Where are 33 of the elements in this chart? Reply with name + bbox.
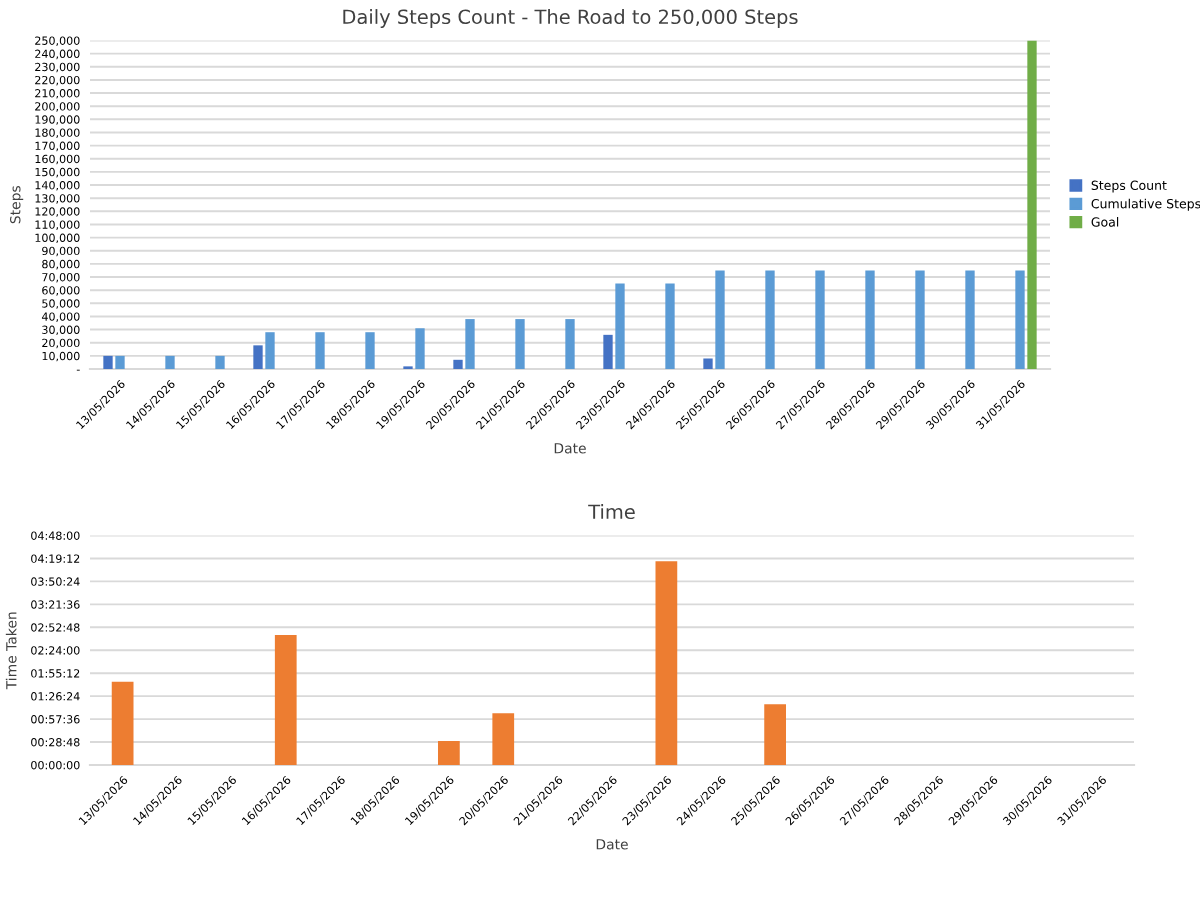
- bar: [815, 270, 825, 369]
- bar: [253, 345, 263, 369]
- bar: [615, 283, 625, 369]
- bar: [703, 358, 713, 369]
- bar: [965, 270, 975, 369]
- bar: [765, 270, 775, 369]
- bar: [115, 355, 125, 369]
- bar: [764, 704, 786, 765]
- bar: [915, 270, 925, 369]
- bar: [1027, 40, 1037, 369]
- bar: [655, 561, 678, 765]
- bar: [438, 741, 460, 765]
- chart-title: Time: [588, 504, 635, 520]
- bar: [315, 332, 325, 369]
- bar: [565, 319, 575, 369]
- bar: [515, 319, 525, 369]
- bar: [165, 355, 175, 369]
- bar: [103, 355, 113, 369]
- bar: [274, 634, 297, 765]
- bar: [265, 332, 275, 369]
- bar: [715, 270, 725, 369]
- bar: [111, 681, 134, 765]
- bar: [215, 355, 225, 369]
- bar: [603, 334, 613, 369]
- bar: [665, 283, 675, 369]
- bar: [453, 359, 463, 369]
- bar: [492, 713, 515, 765]
- bar: [865, 270, 875, 369]
- chart-title: Daily Steps Count - The Road to 250,000 Steps: [343, 9, 798, 28]
- bar: [465, 319, 475, 369]
- bar: [365, 332, 375, 369]
- bar: [415, 328, 425, 369]
- bar: [1015, 270, 1025, 369]
